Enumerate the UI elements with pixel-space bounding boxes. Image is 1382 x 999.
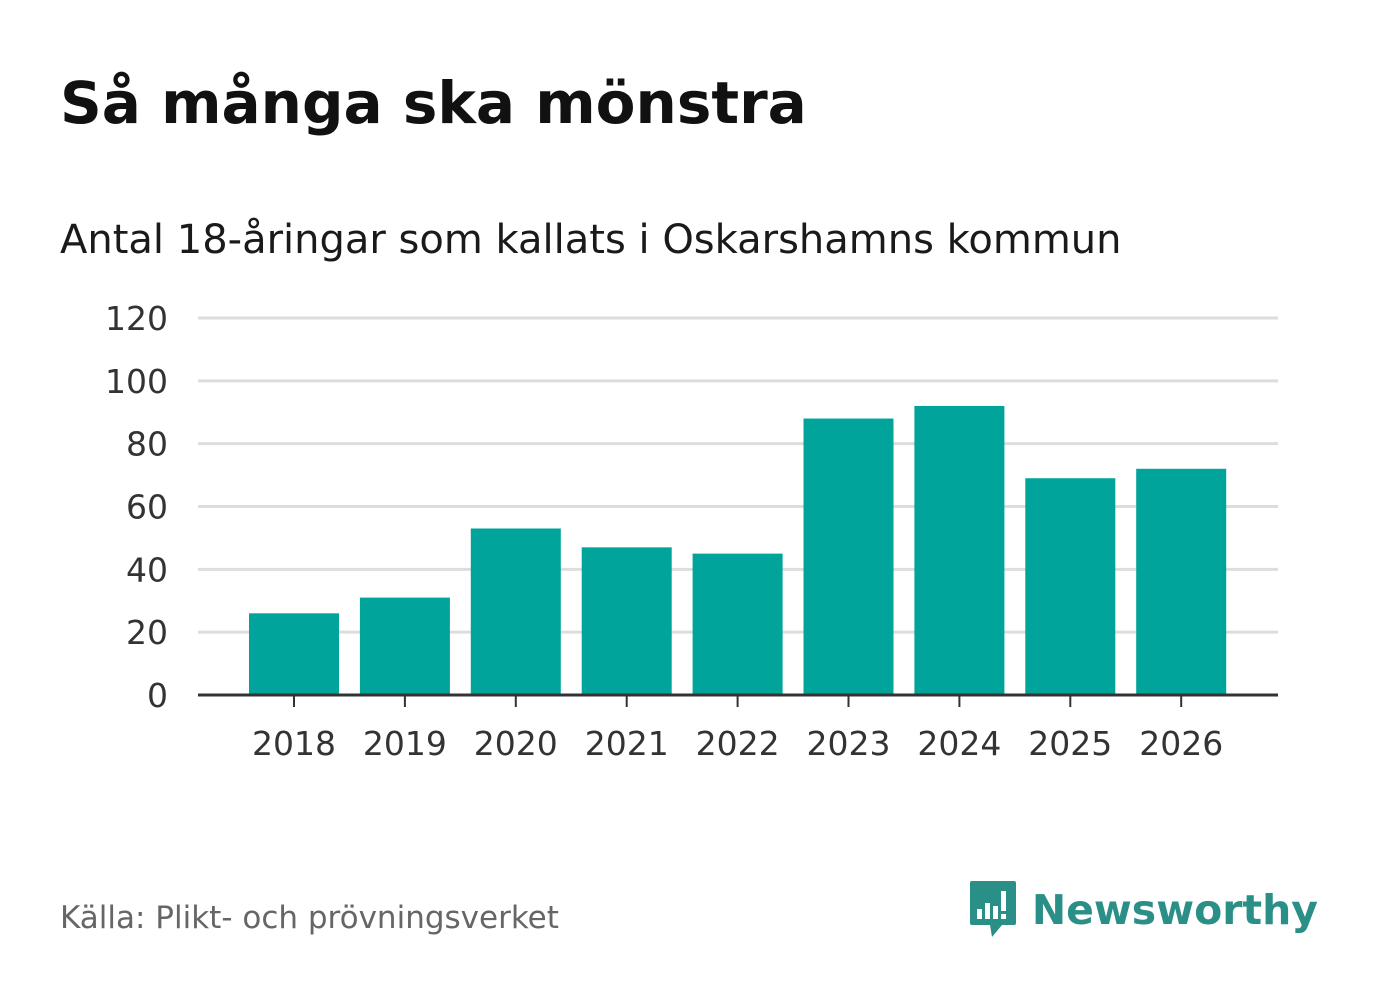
x-tick-label-2020: 2020 (474, 724, 558, 763)
brand-name: Newsworthy (1031, 886, 1318, 934)
x-tick-label-2026: 2026 (1139, 724, 1223, 763)
bar-2026 (1136, 468, 1227, 695)
bar-2025 (1025, 478, 1116, 695)
y-tick-label-20: 20 (126, 613, 168, 652)
bar-2021 (581, 547, 672, 695)
chart-subtitle: Antal 18-åringar som kallats i Oskarsham… (60, 217, 1122, 263)
bar-2018 (249, 613, 339, 695)
y-tick-label-120: 120 (105, 299, 168, 338)
axes (198, 693, 1278, 707)
x-tick-label-2018: 2018 (252, 724, 336, 763)
bars (249, 405, 1227, 695)
x-tick-label-2021: 2021 (585, 724, 669, 763)
x-tick-label-2025: 2025 (1028, 724, 1112, 763)
x-tick-label-2024: 2024 (917, 724, 1001, 763)
x-tick-label-2022: 2022 (696, 724, 780, 763)
y-tick-label-100: 100 (105, 362, 168, 401)
y-tick-label-60: 60 (126, 488, 168, 527)
y-tick-label-40: 40 (126, 550, 168, 589)
x-tick-label-2023: 2023 (807, 724, 891, 763)
tick-labels: 0 20 40 60 80 100 120 2018 2019 2020 2021 2022 2023 2… (105, 299, 1223, 763)
chart-title: Så många ska mönstra (60, 69, 807, 137)
bar-2019 (359, 597, 450, 695)
x-tick-label-2019: 2019 (363, 724, 447, 763)
y-tick-label-0: 0 (147, 676, 168, 715)
chart-speech-bubble-icon (969, 881, 1016, 937)
source-note: Källa: Plikt- och prövningsverket (60, 900, 559, 936)
bar-2020 (470, 528, 561, 695)
bar-2022 (692, 553, 783, 695)
y-tick-label-80: 80 (126, 425, 168, 464)
bar-2024 (914, 405, 1005, 695)
bar-2023 (803, 418, 894, 695)
brand-logo: Newsworthy (968, 878, 1318, 942)
